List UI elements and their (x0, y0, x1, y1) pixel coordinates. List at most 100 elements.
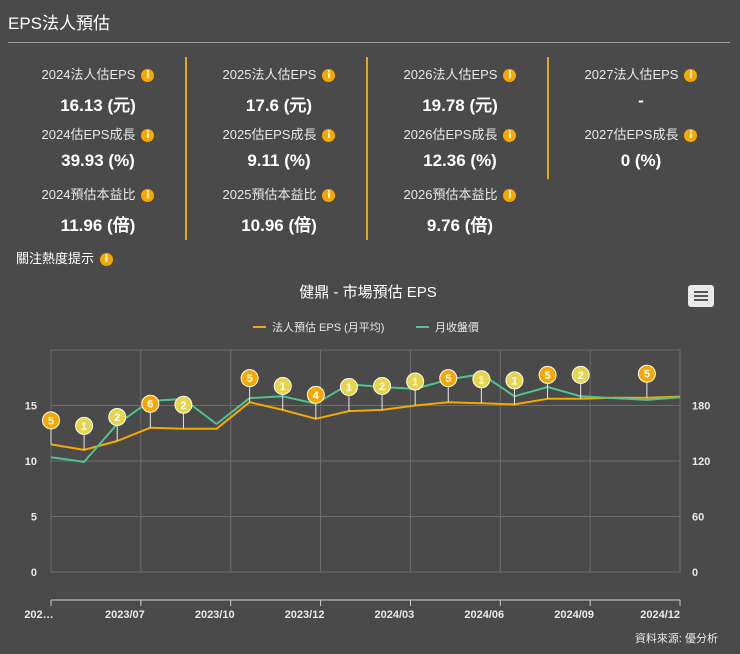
metric-2025-pe: 2025預估本益比 i 10.96 (倍) (189, 184, 369, 236)
metric-2026-growth: 2026估EPS成長 i 12.36 (%) (370, 124, 550, 171)
flag-marker: 1 (406, 372, 425, 406)
metric-value: - (638, 91, 644, 110)
chart-source: 資料來源: 優分析 (635, 631, 718, 645)
chart-series (50, 373, 681, 463)
info-icon[interactable]: i (322, 129, 336, 142)
info-icon[interactable]: i (684, 69, 698, 82)
metric-2026-eps: 2026法人估EPS i 19.78 (元) (370, 64, 550, 116)
flag-badge (339, 378, 358, 397)
chart-title: 健鼎 - 市場預估 EPS (299, 284, 437, 301)
metric-label: 2024預估本益比 (41, 187, 136, 202)
flag-label: 5 (445, 373, 451, 385)
chart-menu-button[interactable] (688, 285, 714, 307)
flag-label: 5 (247, 373, 253, 385)
flag-label: 2 (180, 400, 186, 412)
flag-label: 5 (48, 415, 54, 427)
flag-marker: 1 (339, 378, 358, 412)
eps-chart: 健鼎 - 市場預估 EPS 法人預估 EPS (月平均) 月收盤價 051015… (24, 284, 718, 645)
info-icon[interactable]: i (141, 129, 155, 142)
flag-marker: 1 (273, 376, 292, 410)
flag-badge (373, 376, 392, 395)
flag-marker: 4 (306, 385, 325, 419)
metric-label: 2026法人估EPS (403, 67, 498, 82)
metric-label: 2025法人估EPS (222, 67, 317, 82)
flag-badge (637, 364, 656, 383)
flag-marker: 5 (538, 365, 557, 399)
metric-label: 2027估EPS成長 (584, 127, 679, 142)
metric-label: 2025預估本益比 (222, 187, 317, 202)
flag-label: 1 (280, 381, 286, 393)
metric-value: 16.13 (元) (60, 96, 136, 115)
info-icon[interactable]: i (322, 69, 336, 82)
y-right-tick: 0 (692, 567, 698, 579)
y-left-tick: 15 (25, 401, 37, 413)
metric-value: 17.6 (元) (245, 96, 313, 115)
x-tick-label: 2023/07 (105, 609, 145, 621)
y-right-tick: 120 (692, 456, 710, 468)
flag-marker: 1 (75, 416, 94, 450)
flag-marker: 2 (108, 408, 127, 442)
flag-badge (273, 376, 292, 395)
flag-badge (240, 369, 259, 388)
flag-marker: 5 (42, 411, 60, 445)
metric-value: 11.96 (倍) (60, 216, 136, 235)
metric-2026-pe: 2026預估本益比 i 9.76 (倍) (370, 184, 550, 236)
metric-2027-eps: 2027法人估EPS i - (551, 64, 731, 111)
info-icon[interactable]: i (141, 189, 155, 202)
metric-value: 9.11 (%) (247, 151, 311, 170)
info-icon[interactable]: i (141, 69, 155, 82)
y-right-tick: 60 (692, 512, 704, 524)
flag-label: 6 (147, 399, 153, 411)
legend-price[interactable]: 月收盤價 (435, 320, 479, 334)
metric-label: 2024法人估EPS (41, 67, 136, 82)
flag-label: 2 (114, 412, 120, 424)
x-tick-label: 202… (24, 609, 53, 621)
metric-2027-growth: 2027估EPS成長 i 0 (%) (551, 124, 731, 171)
info-icon[interactable]: i (322, 189, 336, 202)
metric-value: 10.96 (倍) (241, 216, 317, 235)
watch-heat-label: 關注熱度提示 (16, 251, 95, 266)
watch-heat-hint: 關注熱度提示 i (16, 248, 114, 267)
metric-value: 12.36 (%) (423, 151, 497, 170)
metric-label: 2026預估本益比 (403, 187, 498, 202)
column-divider (185, 57, 187, 240)
flag-marker: 5 (637, 364, 656, 398)
column-divider (547, 57, 549, 179)
x-tick-label: 2024/09 (554, 609, 594, 621)
metric-2025-eps: 2025法人估EPS i 17.6 (元) (189, 64, 369, 116)
info-icon[interactable]: i (684, 129, 698, 142)
flag-label: 2 (379, 381, 385, 393)
series-eps-line (50, 395, 681, 451)
metric-value: 39.93 (%) (61, 151, 135, 170)
x-tick-label: 2024/03 (375, 609, 415, 621)
metric-value: 9.76 (倍) (426, 216, 494, 235)
info-icon[interactable]: i (503, 189, 517, 202)
metric-2025-growth: 2025估EPS成長 i 9.11 (%) (189, 124, 369, 171)
chart-markers: 5 1 2 6 2 5 1 4 1 2 1 5 1 1 5 2 5 (42, 364, 656, 450)
flag-label: 1 (346, 382, 352, 394)
series-price-line (50, 373, 681, 463)
flag-badge (42, 411, 60, 430)
flag-label: 1 (511, 375, 517, 387)
legend-eps[interactable]: 法人預估 EPS (月平均) (272, 320, 384, 334)
flag-badge (571, 365, 590, 384)
flag-marker: 5 (240, 369, 259, 403)
chart-legend: 法人預估 EPS (月平均) 月收盤價 (253, 320, 479, 334)
metric-label: 2026估EPS成長 (403, 127, 498, 142)
flag-badge (141, 394, 160, 413)
metric-label: 2027法人估EPS (584, 67, 679, 82)
flag-label: 5 (545, 370, 551, 382)
x-tick-label: 2023/12 (285, 609, 325, 621)
y-right-tick: 180 (692, 401, 710, 413)
info-icon[interactable]: i (100, 253, 114, 266)
flag-marker: 5 (439, 369, 458, 403)
info-icon[interactable]: i (503, 129, 517, 142)
metric-value: 19.78 (元) (422, 96, 498, 115)
flag-label: 1 (478, 374, 484, 386)
flag-marker: 1 (472, 370, 491, 404)
header-divider (8, 42, 730, 43)
flag-badge (439, 369, 458, 388)
info-icon[interactable]: i (503, 69, 517, 82)
eps-metrics-grid: 2024法人估EPS i 16.13 (元) 2024估EPS成長 i 39.93 … (8, 57, 730, 240)
